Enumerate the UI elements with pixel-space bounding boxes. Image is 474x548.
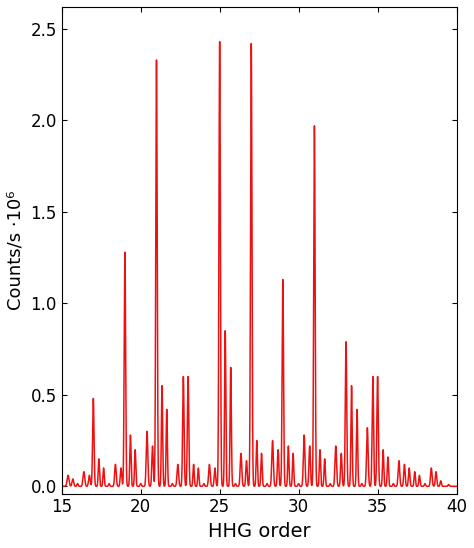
Y-axis label: Counts/s ·10⁶: Counts/s ·10⁶ <box>7 191 25 310</box>
X-axis label: HHG order: HHG order <box>208 522 310 541</box>
